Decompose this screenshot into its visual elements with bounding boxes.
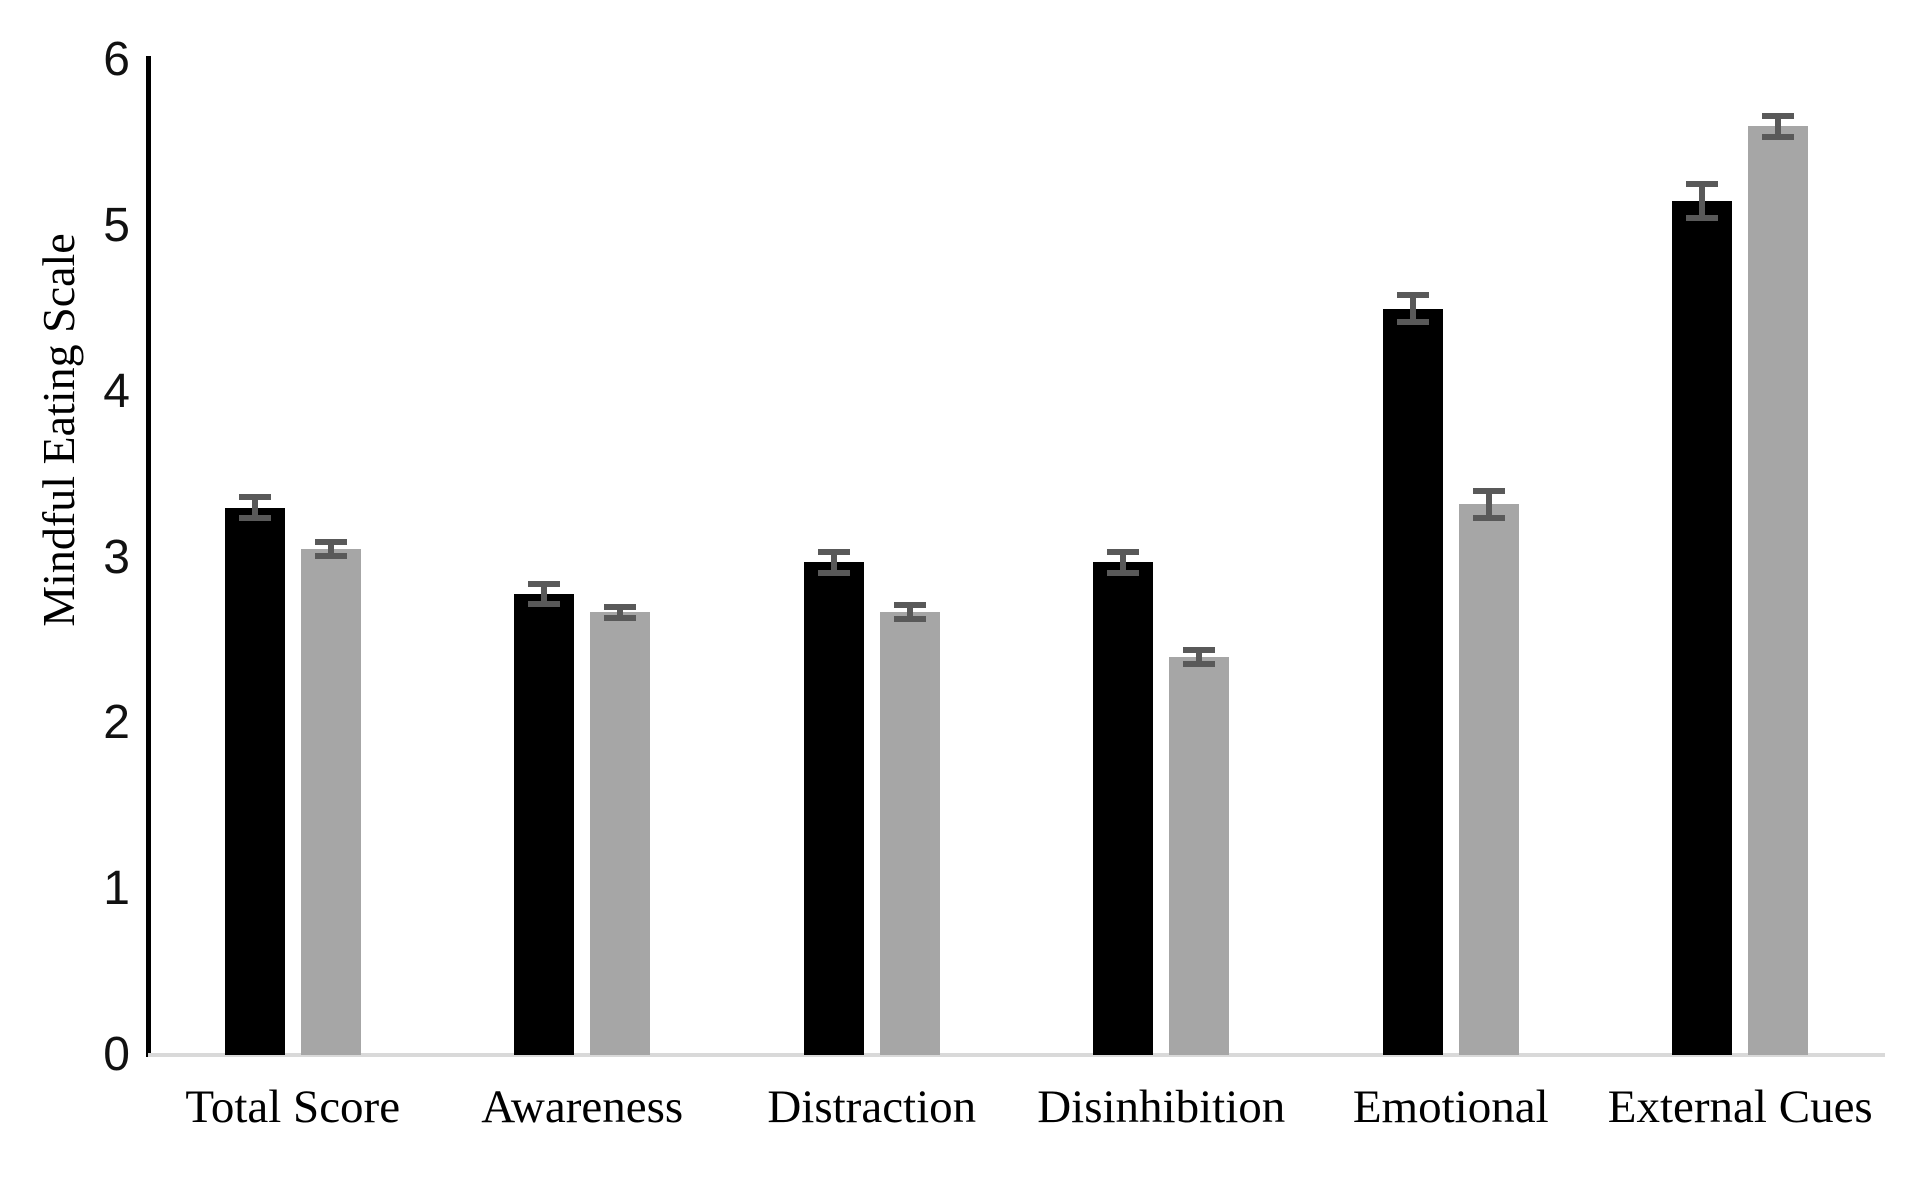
- bar-black: [224, 507, 285, 1055]
- error-bar-stem: [617, 603, 624, 621]
- error-bar-stem: [1120, 549, 1127, 576]
- category-label: Disinhibition: [1037, 1081, 1286, 1133]
- bar-black: [514, 593, 575, 1055]
- error-bar-cap-top: [604, 603, 637, 610]
- bar-gray: [1458, 504, 1519, 1055]
- error-bar-stem: [541, 580, 548, 608]
- error-bar-cap-bottom: [1107, 569, 1140, 576]
- error-bar-cap-top: [528, 580, 561, 587]
- y-tick-label: 0: [103, 1028, 130, 1081]
- error-bar-stem: [1409, 292, 1416, 326]
- error-bar-cap-bottom: [238, 515, 271, 521]
- category-label: Emotional: [1352, 1081, 1549, 1133]
- error-bar: [893, 602, 926, 623]
- bar-gray: [879, 612, 940, 1055]
- y-tick-label: 1: [103, 862, 130, 916]
- error-bar-stem: [906, 602, 913, 623]
- error-bar-cap-top: [1183, 647, 1216, 654]
- error-bar-cap-bottom: [314, 553, 347, 560]
- bar-gray: [300, 549, 361, 1055]
- category-label: Awareness: [481, 1081, 684, 1133]
- error-bar-cap-top: [893, 602, 926, 609]
- error-bar-cap-bottom: [1396, 319, 1429, 326]
- error-bar: [314, 539, 347, 560]
- error-bar: [1686, 181, 1719, 221]
- y-axis-line: [146, 56, 151, 1057]
- error-bar-cap-bottom: [817, 569, 850, 576]
- bar-black: [1672, 200, 1733, 1055]
- category-label: Distraction: [767, 1081, 977, 1133]
- error-bar: [1183, 647, 1216, 667]
- error-bar-cap-top: [1472, 487, 1505, 494]
- error-bar-cap-top: [1107, 549, 1140, 556]
- bar-black: [803, 562, 864, 1055]
- error-bar: [1396, 292, 1429, 326]
- error-bar-cap-bottom: [1762, 133, 1795, 140]
- error-bar-cap-bottom: [893, 616, 926, 623]
- error-bar: [604, 603, 637, 621]
- error-bar: [1107, 549, 1140, 576]
- error-bar: [817, 549, 850, 576]
- y-tick-label: 3: [103, 530, 130, 584]
- error-bar: [1472, 487, 1505, 521]
- error-bar: [238, 494, 271, 521]
- error-bar-stem: [1775, 113, 1782, 140]
- error-bar-stem: [1196, 647, 1203, 667]
- error-bar-cap-top: [1396, 292, 1429, 299]
- error-bar-cap-top: [238, 494, 271, 501]
- error-bar-stem: [1699, 181, 1706, 221]
- y-tick-label: 2: [103, 696, 130, 750]
- bar-black: [1382, 308, 1443, 1055]
- error-bar-stem: [327, 539, 334, 560]
- error-bar-stem: [830, 549, 837, 576]
- error-bar-stem: [251, 494, 258, 521]
- error-bar: [1762, 113, 1795, 140]
- bar-black: [1093, 562, 1154, 1055]
- bar-gray: [1169, 657, 1230, 1055]
- error-bar-cap-bottom: [528, 601, 561, 608]
- error-bar-cap-top: [817, 549, 850, 556]
- y-tick-label: 4: [103, 364, 130, 418]
- error-bar: [528, 580, 561, 608]
- error-bar-stem: [1485, 487, 1492, 521]
- category-label: Total Score: [185, 1081, 401, 1133]
- error-bar-cap-bottom: [1472, 515, 1505, 521]
- bar-gray: [590, 612, 651, 1055]
- error-bar-cap-bottom: [1686, 214, 1719, 221]
- error-bar-cap-top: [314, 539, 347, 546]
- error-bar-cap-bottom: [1183, 660, 1216, 667]
- error-bar-cap-top: [1686, 181, 1719, 188]
- y-tick-label: 6: [103, 33, 130, 86]
- y-tick-label: 5: [103, 198, 130, 252]
- error-bar-cap-top: [1762, 113, 1795, 120]
- error-bar-cap-bottom: [604, 614, 637, 621]
- x-axis-baseline: [148, 1053, 1885, 1057]
- category-label: External Cues: [1607, 1081, 1873, 1133]
- bar-gray: [1748, 126, 1809, 1055]
